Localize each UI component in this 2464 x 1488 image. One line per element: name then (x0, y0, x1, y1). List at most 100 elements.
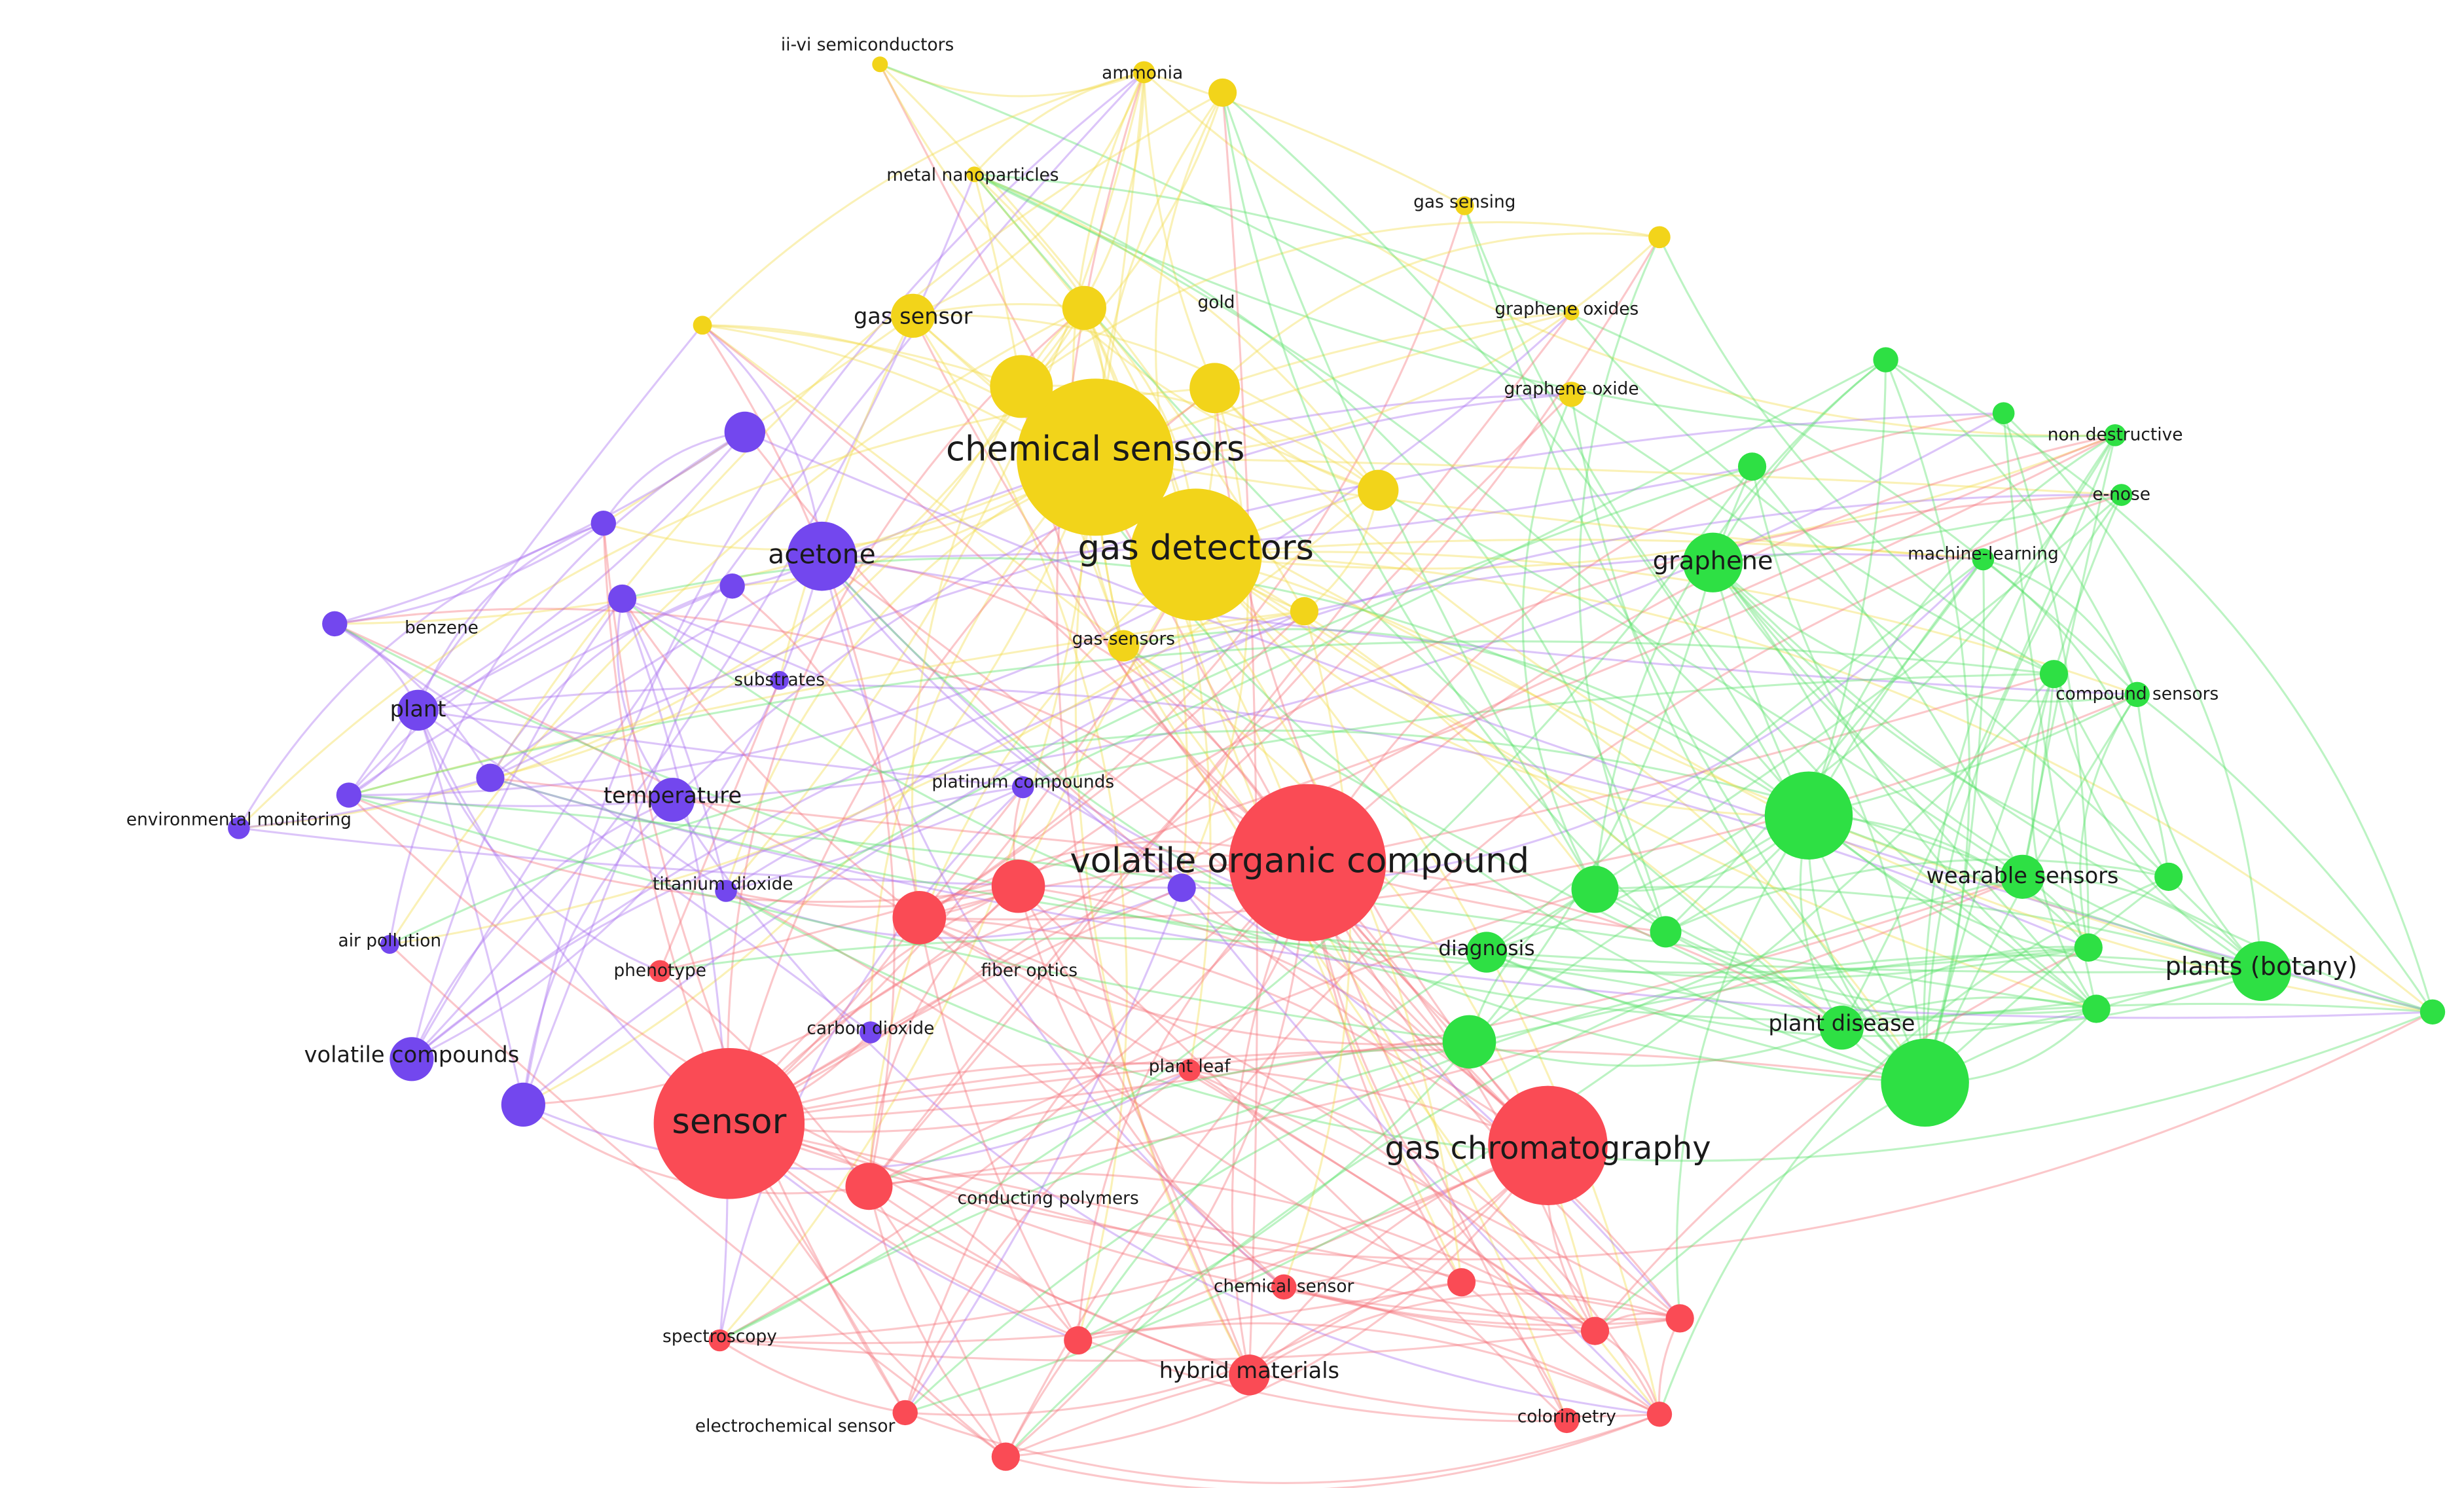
edge (912, 315, 1128, 1341)
node (872, 56, 888, 73)
edge (1214, 312, 1572, 390)
edge (973, 173, 1085, 309)
edge (334, 623, 727, 892)
edges (238, 63, 2434, 1488)
edge (1808, 814, 2090, 949)
edge (1017, 885, 1568, 1422)
node (1229, 784, 1386, 941)
edge (1658, 236, 2055, 676)
node (1017, 378, 1174, 536)
node (336, 782, 362, 808)
edge (1751, 466, 2097, 1010)
node-label: graphene oxide (1504, 379, 1639, 399)
edge (1222, 92, 1927, 1083)
edge (410, 598, 623, 1060)
edge (1189, 1069, 1680, 1320)
edge (729, 434, 2116, 1125)
edge (725, 890, 1285, 1288)
edge (2022, 875, 2262, 972)
node (1646, 1402, 1673, 1427)
node (380, 935, 399, 954)
edge (1017, 494, 2122, 887)
edge (913, 71, 1146, 317)
edge (1123, 610, 1305, 647)
edge (389, 943, 1007, 1458)
edge (1841, 435, 2116, 1028)
edge (348, 640, 2054, 797)
edge (1283, 1286, 1595, 1332)
edge (1486, 951, 1925, 1084)
edge (1005, 1373, 1250, 1458)
edge (1195, 554, 1809, 817)
node-label: ammonia (1102, 63, 1183, 83)
edge (868, 312, 1572, 1188)
node (770, 670, 789, 690)
node (966, 166, 983, 183)
edge (334, 431, 746, 625)
edge (389, 729, 2023, 945)
edge (1248, 1292, 1680, 1376)
node (1554, 1407, 1580, 1434)
edge (1658, 1318, 1681, 1415)
edge (1283, 1286, 1680, 1326)
node (715, 880, 737, 902)
edge (719, 946, 2089, 1341)
edge (1807, 359, 1887, 816)
edge (719, 1339, 905, 1414)
edge (1195, 551, 2138, 696)
node (990, 355, 1053, 418)
edge (1214, 387, 2433, 1013)
edge (1078, 1322, 1660, 1415)
edge (616, 598, 674, 801)
edge (1214, 232, 1660, 389)
edge (522, 585, 734, 1105)
node-label: plants (botany) (2165, 952, 2358, 981)
edge (2021, 674, 2056, 877)
edge (729, 1049, 1925, 1125)
edge (348, 324, 704, 796)
edge (1924, 559, 1985, 1083)
edge (1072, 71, 1145, 647)
node (719, 573, 745, 599)
edge (2053, 673, 2170, 878)
edge (659, 465, 1753, 972)
node (892, 890, 947, 945)
edge (418, 684, 2089, 949)
node (1682, 532, 1743, 592)
node-label: plant disease (1768, 1010, 1915, 1036)
edge (1712, 494, 2122, 564)
edge (417, 710, 1079, 1341)
edge (1665, 931, 2262, 1026)
edge (411, 556, 823, 1061)
edge (659, 937, 1842, 1029)
edge (1712, 562, 2137, 703)
node (1764, 771, 1853, 860)
node (2124, 681, 2150, 708)
node-label: electrochemical sensor (695, 1416, 896, 1436)
nodes (228, 56, 2446, 1471)
edge (1195, 553, 2433, 1013)
node (2082, 994, 2111, 1023)
edge (1841, 945, 2089, 1028)
edge (725, 71, 1146, 892)
node (1108, 630, 1140, 662)
node (1447, 1268, 1476, 1297)
edge (879, 63, 2262, 972)
edge (2021, 435, 2116, 877)
edge (728, 1123, 1567, 1423)
edge (725, 456, 1096, 892)
edge (417, 709, 871, 1034)
node (1650, 916, 1682, 948)
edge (1021, 72, 1146, 388)
node-label: e-nose (2092, 484, 2150, 505)
node-label: diagnosis (1438, 937, 1534, 960)
edge (490, 776, 2433, 1019)
edge (1712, 562, 1927, 1083)
edge (1463, 205, 1926, 1083)
edge (729, 1122, 1250, 1376)
edge (1712, 562, 2262, 972)
node (891, 293, 935, 338)
node (390, 1037, 434, 1081)
edge (702, 324, 1549, 1146)
node (724, 411, 766, 453)
